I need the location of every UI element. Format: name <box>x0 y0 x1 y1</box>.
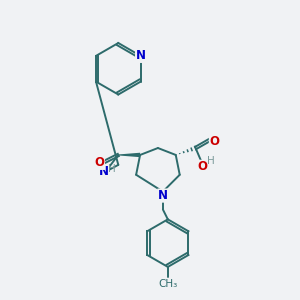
Text: N: N <box>158 189 168 202</box>
Text: O: O <box>197 160 208 173</box>
Text: CH₃: CH₃ <box>158 279 178 289</box>
Text: H: H <box>207 156 214 166</box>
Text: O: O <box>94 156 104 170</box>
Text: O: O <box>209 135 219 148</box>
Text: N: N <box>136 50 146 62</box>
Text: H: H <box>109 164 116 174</box>
Polygon shape <box>118 153 140 157</box>
Text: N: N <box>98 165 108 178</box>
Polygon shape <box>118 154 140 155</box>
